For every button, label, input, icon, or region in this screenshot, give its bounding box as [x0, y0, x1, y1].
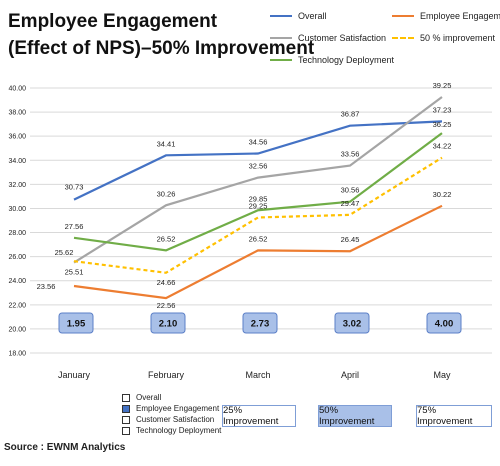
legend-item-customer-satisfaction: Customer Satisfaction [270, 33, 386, 43]
data-label: 29.85 [249, 194, 268, 203]
x-tick-label: January [58, 370, 91, 380]
data-label: 34.22 [433, 142, 452, 151]
bottom-legend-label-customer-satisfaction: Customer Satisfaction [136, 415, 215, 424]
x-tick-label: May [433, 370, 451, 380]
y-tick-label: 20.00 [8, 326, 26, 333]
legend-swatch-technology-deployment [270, 59, 292, 61]
legend-label-technology-deployment: Technology Deployment [298, 55, 395, 65]
bottom-legend: Overall Employee Engagement Customer Sat… [122, 392, 221, 436]
x-tick-label: February [148, 370, 185, 380]
series-line [73, 204, 443, 300]
value-box [334, 312, 370, 334]
value-box [150, 312, 186, 334]
value-boxes: 1.95 2.10 2.73 3.02 4.00 [58, 312, 462, 334]
legend-label-employee-engagement: Employee Engagement [420, 11, 500, 21]
bottom-legend-item-customer-satisfaction: Customer Satisfaction [122, 414, 221, 425]
data-label: 25.62 [55, 248, 74, 257]
data-label: 27.56 [65, 222, 84, 231]
data-label: 24.66 [157, 278, 176, 287]
x-axis: January February March April May [58, 370, 451, 380]
bottom-legend-item-employee-engagement: Employee Engagement [122, 403, 221, 414]
data-label: 34.41 [157, 139, 176, 148]
legend-item-technology-deployment: Technology Deployment [270, 55, 394, 65]
value-box [426, 312, 462, 334]
y-tick-label: 18.00 [8, 351, 26, 358]
data-labels: 30.73 34.41 34.56 36.87 37.23 23.56 22.56 26.52… [37, 81, 452, 310]
data-label: 36.87 [341, 110, 360, 119]
improvement-box-50: 50% Improvement [318, 405, 392, 427]
x-tick-label: March [245, 370, 270, 380]
bottom-legend-item-overall: Overall [122, 392, 221, 403]
bottom-legend-label-overall: Overall [136, 393, 162, 402]
data-label: 26.52 [157, 234, 176, 243]
bottom-legend-box-technology-deployment [122, 426, 130, 435]
chart-title: Employee Engagement (Effect of NPS)–50% … [8, 8, 314, 62]
chart-title-line-2: (Effect of NPS)–50% Improvement [8, 38, 315, 59]
data-label: 29.25 [249, 201, 268, 210]
bottom-legend-box-overall [122, 393, 130, 402]
y-tick-label: 32.00 [8, 182, 26, 189]
bottom-legend-label-employee-engagement: Employee Engagement [136, 404, 220, 413]
value-box-label: 3.02 [343, 319, 362, 330]
series-line [73, 132, 443, 252]
value-box-label: 4.00 [435, 319, 454, 330]
legend-item-employee-engagement: Employee Engagement [392, 11, 500, 21]
legend-item-overall: Overall [270, 11, 327, 21]
y-tick-label: 26.00 [8, 254, 26, 261]
data-label: 34.56 [249, 138, 268, 147]
chart-series [73, 96, 443, 300]
series-line [73, 96, 443, 264]
bottom-legend-item-technology-deployment: Technology Deployment [122, 425, 221, 436]
y-tick-label: 34.00 [8, 158, 26, 165]
value-box-label: 2.73 [251, 319, 270, 330]
legend-swatch-customer-satisfaction [270, 37, 292, 39]
value-box [58, 312, 94, 334]
data-label: 22.56 [157, 301, 176, 310]
data-label: 32.56 [249, 162, 268, 171]
data-label: 36.25 [433, 120, 452, 129]
series-line [73, 120, 443, 201]
bottom-legend-box-employee-engagement [122, 404, 130, 413]
legend-swatch-overall [270, 15, 292, 17]
data-label: 30.73 [65, 183, 84, 192]
improvement-box-25: 25% Improvement [222, 405, 296, 427]
data-label: 23.56 [37, 282, 56, 291]
y-tick-label: 36.00 [8, 134, 26, 141]
y-axis: 18.00 20.00 22.00 24.00 26.00 28.00 30.00 32.00… [8, 86, 26, 358]
line-chart: 18.00 20.00 22.00 24.00 26.00 28.00 30.00 32.00… [8, 81, 492, 380]
bottom-legend-label-technology-deployment: Technology Deployment [136, 426, 222, 435]
y-tick-label: 24.00 [8, 278, 26, 285]
legend-item-50-improvement: 50 % improvement [392, 33, 495, 43]
y-tick-label: 22.00 [8, 302, 26, 309]
data-label: 30.22 [433, 190, 452, 199]
x-tick-label: April [341, 370, 359, 380]
legend-swatch-50-improvement [392, 37, 414, 39]
y-tick-label: 38.00 [8, 110, 26, 117]
data-label: 26.45 [341, 235, 360, 244]
y-tick-label: 40.00 [8, 86, 26, 93]
legend-swatch-employee-engagement [392, 15, 414, 17]
improvement-box-75: 75% Improvement [416, 405, 492, 427]
y-tick-label: 30.00 [8, 206, 26, 213]
value-box-label: 1.95 [67, 319, 86, 330]
source-note: Source : EWNM Analytics [4, 442, 126, 453]
data-label: 30.56 [341, 186, 360, 195]
legend-label-overall: Overall [298, 11, 327, 21]
legend-label-customer-satisfaction: Customer Satisfaction [298, 33, 387, 43]
data-label: 39.25 [433, 81, 452, 90]
value-box [242, 312, 278, 334]
legend-label-50-improvement: 50 % improvement [420, 33, 496, 43]
data-label: 26.52 [249, 234, 268, 243]
data-label: 25.51 [65, 268, 84, 277]
data-label: 29.47 [341, 199, 360, 208]
chart-title-line-1: Employee Engagement [8, 11, 218, 32]
y-tick-label: 28.00 [8, 230, 26, 237]
data-label: 30.26 [157, 189, 176, 198]
data-label: 33.56 [341, 150, 360, 159]
data-label: 37.23 [433, 105, 452, 114]
bottom-legend-box-customer-satisfaction [122, 415, 130, 424]
value-box-label: 2.10 [159, 319, 178, 330]
